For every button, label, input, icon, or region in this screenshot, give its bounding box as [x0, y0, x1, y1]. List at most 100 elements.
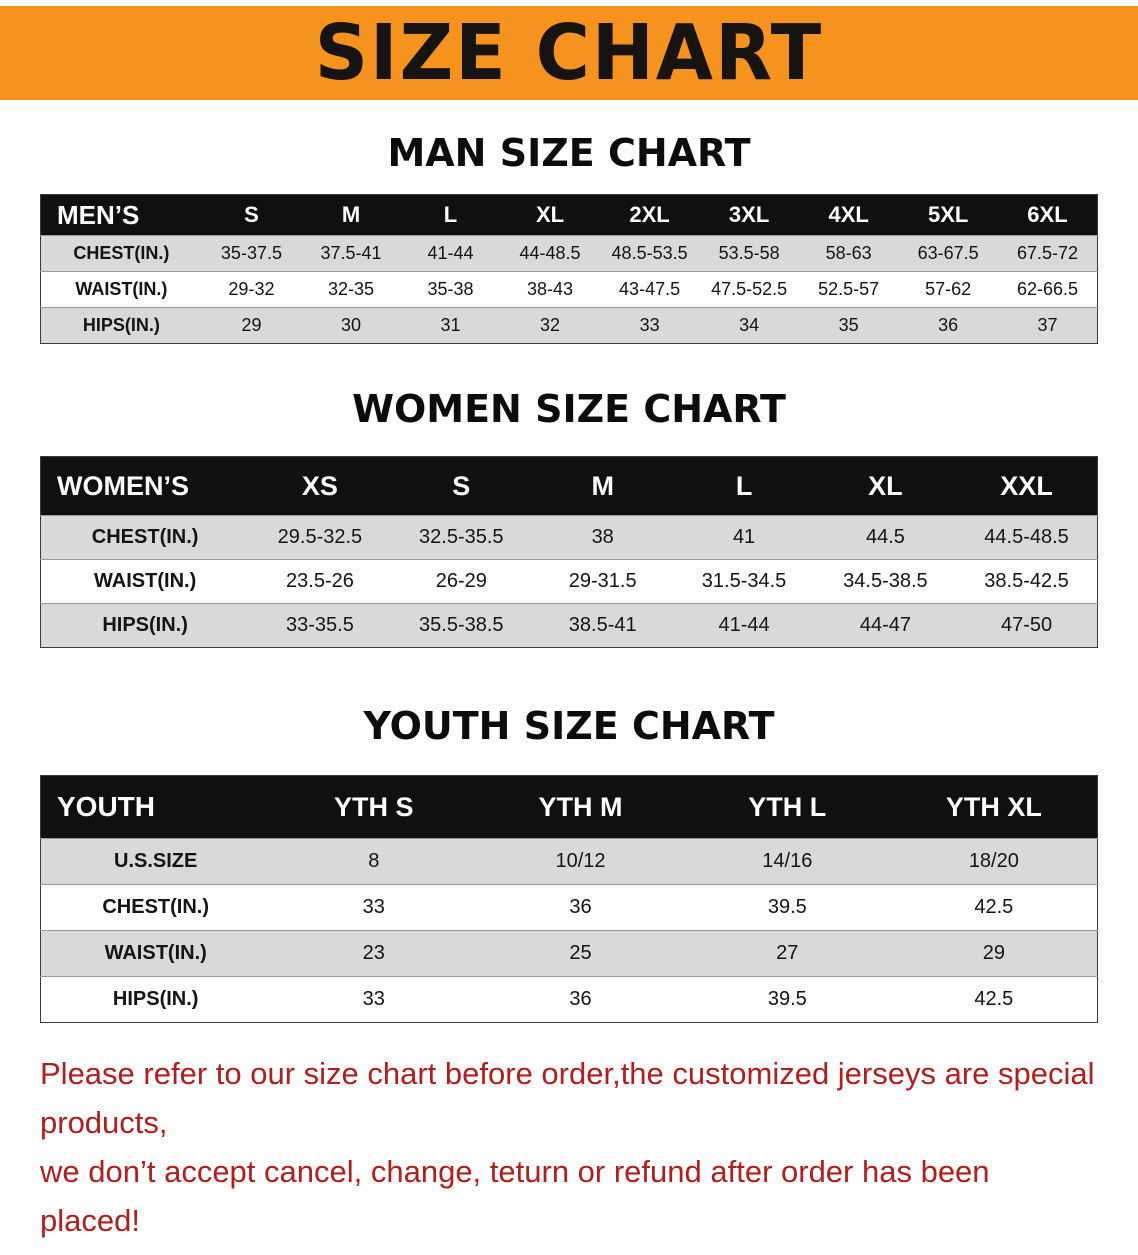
table-row: CHEST(IN.) 33 36 39.5 42.5: [40, 884, 1098, 931]
size-column-header: 4XL: [798, 194, 899, 236]
size-column-header: 5XL: [898, 194, 998, 236]
size-value-cell: 33: [270, 976, 478, 1023]
size-value-cell: 42.5: [890, 884, 1098, 931]
size-value-cell: 23: [270, 930, 478, 977]
size-column-header: L: [673, 456, 815, 516]
size-value-cell: 37.5-41: [301, 235, 401, 272]
size-value-cell: 44-47: [814, 603, 957, 648]
size-value-cell: 29-31.5: [532, 559, 674, 604]
size-value-cell: 48.5-53.5: [599, 235, 700, 272]
size-column-header: M: [301, 194, 401, 236]
table-row: HIPS(IN.) 29 30 31 32 33 34 35 36 37: [40, 307, 1098, 344]
size-column-header: XL: [500, 194, 600, 236]
table-corner-label: WOMEN’S: [40, 456, 250, 516]
size-column-header: YTH M: [477, 775, 684, 839]
size-value-cell: 35: [798, 307, 899, 344]
table-header-row: MEN’S S M L XL 2XL 3XL 4XL 5XL 6XL: [40, 194, 1098, 236]
women-size-table-grid: WOMEN’S XS S M L XL XXL CHEST(IN.) 29.5-32.5 32.5…: [40, 456, 1098, 648]
size-value-cell: 31.5-34.5: [673, 559, 815, 604]
size-value-cell: 35-38: [400, 271, 501, 308]
table-row: CHEST(IN.) 35-37.5 37.5-41 41-44 44-48.5 48.5…: [40, 235, 1098, 272]
men-section-heading: MAN SIZE CHART: [387, 131, 751, 175]
size-column-header: S: [390, 456, 532, 516]
size-value-cell: 29: [890, 930, 1098, 977]
men-size-table: MEN’S S M L XL 2XL 3XL 4XL 5XL 6XL CHEST(IN.) 35-37…: [40, 194, 1098, 344]
size-column-header: YTH S: [270, 775, 478, 839]
size-value-cell: 33: [599, 307, 700, 344]
table-row: HIPS(IN.) 33-35.5 35.5-38.5 38.5-41 41-44 44-…: [40, 603, 1098, 648]
size-value-cell: 62-66.5: [997, 271, 1098, 308]
youth-size-table-grid: YOUTH YTH S YTH M YTH L YTH XL U.S.SIZE 8 10/12…: [40, 775, 1098, 1023]
disclaimer-line-1: Please refer to our size chart before or…: [40, 1056, 1095, 1140]
size-value-cell: 43-47.5: [599, 271, 700, 308]
size-value-cell: 63-67.5: [898, 235, 998, 272]
row-label: HIPS(IN.): [40, 603, 250, 648]
size-column-header: S: [201, 194, 302, 236]
size-value-cell: 47.5-52.5: [699, 271, 799, 308]
size-value-cell: 25: [477, 930, 684, 977]
size-value-cell: 52.5-57: [798, 271, 899, 308]
size-value-cell: 42.5: [890, 976, 1098, 1023]
size-value-cell: 35.5-38.5: [390, 603, 532, 648]
size-value-cell: 57-62: [898, 271, 998, 308]
size-value-cell: 67.5-72: [997, 235, 1098, 272]
size-value-cell: 44-48.5: [500, 235, 600, 272]
size-column-header: XXL: [956, 456, 1098, 516]
size-value-cell: 41-44: [673, 603, 815, 648]
size-value-cell: 38: [532, 515, 674, 560]
size-value-cell: 32.5-35.5: [390, 515, 532, 560]
size-chart-banner: SIZE CHART: [0, 6, 1138, 100]
size-value-cell: 41-44: [400, 235, 501, 272]
size-column-header: 6XL: [997, 194, 1098, 236]
banner-title: SIZE CHART: [314, 8, 824, 98]
size-value-cell: 35-37.5: [201, 235, 302, 272]
size-value-cell: 8: [270, 838, 478, 885]
size-value-cell: 34: [699, 307, 799, 344]
size-column-header: M: [532, 456, 674, 516]
size-value-cell: 38.5-41: [532, 603, 674, 648]
size-chart-page: SIZE CHART MAN SIZE CHART MEN’S S M L XL 2XL 3…: [0, 6, 1138, 1245]
size-value-cell: 34.5-38.5: [814, 559, 957, 604]
size-column-header: YTH L: [683, 775, 891, 839]
size-value-cell: 26-29: [390, 559, 532, 604]
size-value-cell: 36: [477, 884, 684, 931]
row-label: WAIST(IN.): [40, 271, 202, 308]
size-column-header: YTH XL: [890, 775, 1098, 839]
men-size-chart-section: MAN SIZE CHART MEN’S S M L XL 2XL 3XL 4XL 5XL 6XL…: [0, 130, 1138, 344]
size-value-cell: 29-32: [201, 271, 302, 308]
table-row: WAIST(IN.) 23 25 27 29: [40, 930, 1098, 977]
row-label: WAIST(IN.): [40, 559, 250, 604]
size-column-header: 2XL: [599, 194, 700, 236]
size-column-header: 3XL: [699, 194, 799, 236]
size-value-cell: 31: [400, 307, 501, 344]
row-label: CHEST(IN.): [40, 235, 202, 272]
row-label: U.S.SIZE: [40, 838, 271, 885]
table-row: U.S.SIZE 8 10/12 14/16 18/20: [40, 838, 1098, 885]
size-value-cell: 23.5-26: [249, 559, 391, 604]
table-row: WAIST(IN.) 23.5-26 26-29 29-31.5 31.5-34.5 34…: [40, 559, 1098, 604]
size-value-cell: 41: [673, 515, 815, 560]
size-value-cell: 39.5: [683, 884, 891, 931]
row-label: HIPS(IN.): [40, 307, 202, 344]
table-row: WAIST(IN.) 29-32 32-35 35-38 38-43 43-47.5 47.…: [40, 271, 1098, 308]
size-value-cell: 27: [683, 930, 891, 977]
row-label: HIPS(IN.): [40, 976, 271, 1023]
size-value-cell: 33: [270, 884, 478, 931]
table-header-row: WOMEN’S XS S M L XL XXL: [40, 456, 1098, 516]
size-value-cell: 36: [898, 307, 998, 344]
size-value-cell: 37: [997, 307, 1098, 344]
row-label: WAIST(IN.): [40, 930, 271, 977]
size-value-cell: 58-63: [798, 235, 899, 272]
size-value-cell: 33-35.5: [249, 603, 391, 648]
women-size-chart-section: WOMEN SIZE CHART WOMEN’S XS S M L XL XXL CHEST(…: [0, 386, 1138, 648]
size-value-cell: 38-43: [500, 271, 600, 308]
size-value-cell: 44.5: [814, 515, 957, 560]
size-value-cell: 29: [201, 307, 302, 344]
disclaimer-line-2: we don’t accept cancel, change, teturn o…: [40, 1154, 990, 1238]
size-value-cell: 30: [301, 307, 401, 344]
size-value-cell: 29.5-32.5: [249, 515, 391, 560]
row-label: CHEST(IN.): [40, 884, 271, 931]
size-value-cell: 14/16: [683, 838, 891, 885]
youth-section-heading: YOUTH SIZE CHART: [363, 704, 775, 748]
table-row: CHEST(IN.) 29.5-32.5 32.5-35.5 38 41 44.5 44.5…: [40, 515, 1098, 560]
